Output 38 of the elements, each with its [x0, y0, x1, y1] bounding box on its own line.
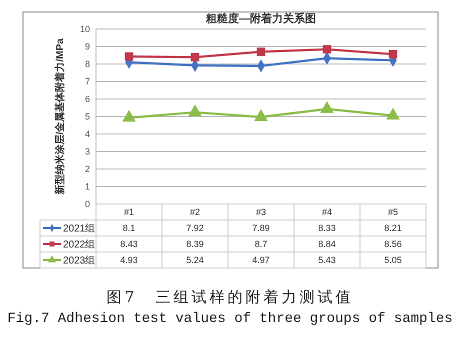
- y-tick-label: 7: [84, 76, 90, 87]
- data-label: 8.84: [318, 239, 336, 250]
- y-tick-label: 1: [84, 182, 90, 192]
- caption: Fig.7 Adhesion test values of three groups of samples: [7, 311, 453, 327]
- x-tick-label: #1: [124, 207, 134, 218]
- data-label: 5.24: [186, 255, 204, 266]
- y-tick-label: 9: [84, 42, 90, 52]
- data-label: 8.43: [120, 239, 138, 250]
- x-tick-label: #2: [190, 207, 200, 218]
- y-axis-title: 新型纳米涂层/金属基体附着力/MPa: [54, 38, 66, 196]
- y-tick-label: 3: [84, 146, 90, 157]
- legend-label: 2021组: [63, 222, 96, 234]
- y-tick-label: 5: [84, 112, 90, 122]
- data-label: 4.93: [120, 255, 138, 266]
- y-tick-label: 0: [84, 199, 90, 210]
- data-label: 8.56: [384, 239, 402, 250]
- x-tick-label: #5: [388, 207, 398, 218]
- x-tick-label: #3: [256, 207, 266, 218]
- legend-label: 2023组: [63, 254, 96, 266]
- y-tick-label: 2: [84, 164, 90, 174]
- y-tick-label: 8: [84, 59, 90, 70]
- y-tick-label: 6: [84, 94, 90, 104]
- y-tick-label: 4: [84, 129, 90, 140]
- data-label: 8.33: [318, 223, 336, 234]
- data-label: 8.1: [122, 223, 136, 234]
- data-label: 5.43: [318, 255, 336, 266]
- y-tick-label: 10: [80, 24, 90, 34]
- legend-label: 2022组: [63, 238, 96, 250]
- caption: 图7 三组试样的附着力测试值: [106, 288, 354, 306]
- data-label: 4.97: [252, 255, 270, 266]
- data-label: 7.89: [252, 223, 270, 234]
- data-label: 7.92: [186, 223, 204, 234]
- chart-title: 粗糙度—附着力关系图: [205, 12, 316, 25]
- data-label: 8.39: [186, 239, 204, 250]
- x-tick-label: #4: [322, 207, 332, 218]
- data-label: 5.05: [384, 255, 402, 266]
- data-label: 8.21: [384, 223, 402, 234]
- data-label: 8.7: [254, 239, 268, 250]
